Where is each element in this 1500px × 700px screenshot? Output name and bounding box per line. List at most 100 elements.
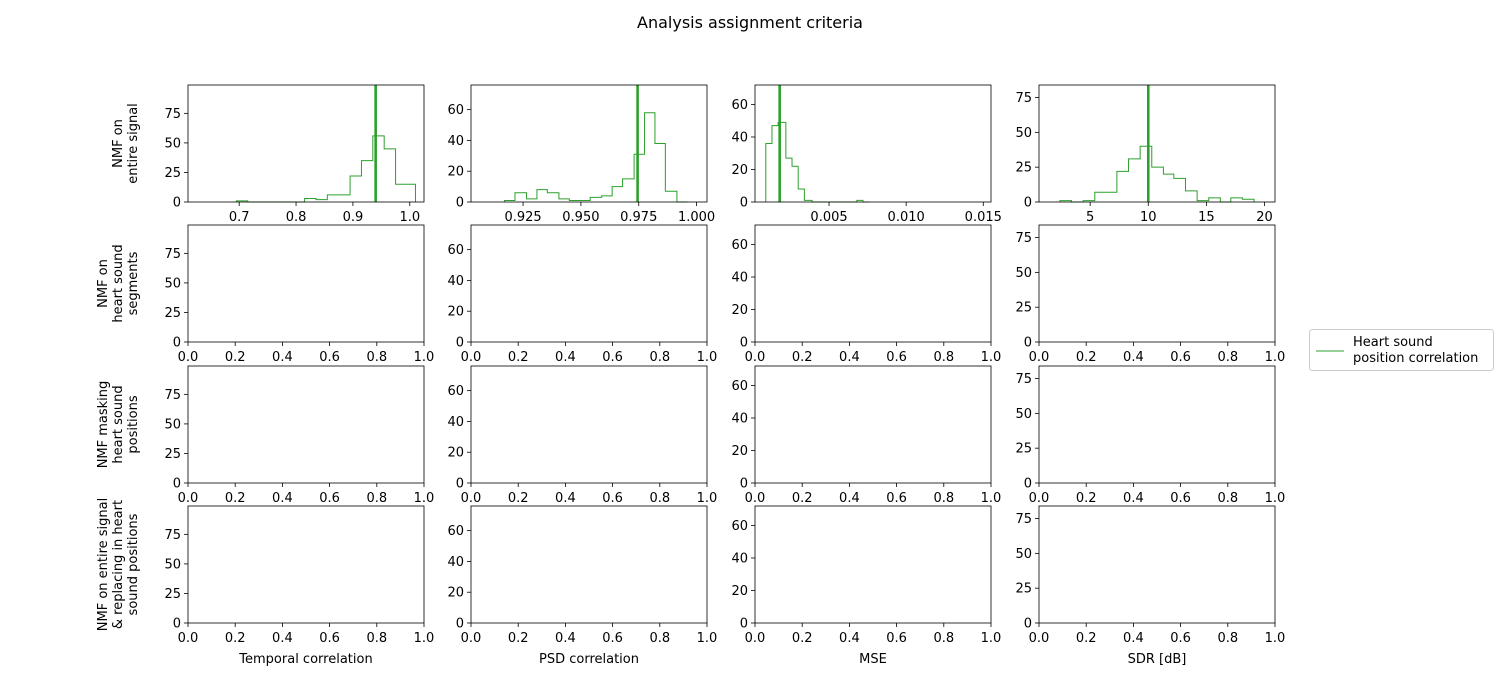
x-tick-label: 0.8 [366,350,387,365]
y-tick-label: 60 [731,379,748,394]
y-tick-label: 0 [740,196,748,211]
y-tick-label: 0 [456,477,464,492]
y-tick-label: 20 [447,446,464,461]
y-tick-label: 25 [164,306,181,321]
axes-frame [187,84,425,203]
y-tick-label: 0 [1024,617,1032,632]
y-tick-label: 0 [456,196,464,211]
y-tick-label: 50 [1015,407,1032,422]
x-tick-label: 0.2 [792,491,813,506]
histogram-series [504,112,688,203]
axes-frame [470,84,708,203]
y-tick-label: 60 [731,238,748,253]
x-tick-label: 0.4 [555,631,576,646]
y-tick-label: 40 [731,271,748,286]
x-tick-label: 0.2 [792,350,813,365]
panel-r2-c0: 0.0 0.2 0.4 0.6 0.8 1.0 0 25 50 75 [164,365,435,506]
x-tick-label: 0.4 [1123,631,1144,646]
x-tick-label: 0.8 [933,631,954,646]
y-tick-label: 50 [1015,266,1032,281]
y-tick-label: 0 [173,477,181,492]
panel-r0-c3: 5 10 15 20 0 25 50 75 [1015,84,1276,225]
x-tick-label: 0.010 [888,210,925,225]
y-tick-label: 60 [731,519,748,534]
x-tick-label: 0.2 [508,350,529,365]
x-tick-label: 1.000 [678,210,715,225]
y-tick-label: 20 [447,305,464,320]
x-tick-label: 1.0 [414,491,435,506]
x-tick-label: 0.4 [272,631,293,646]
panel-r2-c3: 0.0 0.2 0.4 0.6 0.8 1.0 0 25 50 75 [1015,365,1286,506]
y-tick-label: 0 [173,196,181,211]
y-tick-label: 25 [1015,301,1032,316]
panel-r1-c3: 0.0 0.2 0.4 0.6 0.8 1.0 0 25 50 75 [1015,224,1286,365]
y-tick-label: 60 [447,243,464,258]
x-tick-label: 0.8 [366,491,387,506]
y-tick-label: 25 [164,166,181,181]
y-tick-label: 20 [447,586,464,601]
x-axis-label: PSD correlation [539,652,639,667]
y-tick-label: 75 [1015,512,1032,527]
y-tick-label: 0 [456,336,464,351]
x-axis-label: Temporal correlation [238,652,372,667]
axes-frame [470,224,708,343]
y-tick-label: 0 [1024,477,1032,492]
x-tick-label: 0.6 [886,491,907,506]
y-tick-label: 50 [164,136,181,151]
axes-frame [1038,365,1276,484]
x-tick-label: 0.6 [602,491,623,506]
y-tick-label: 50 [1015,126,1032,141]
x-tick-label: 0.8 [1217,350,1238,365]
y-tick-label: 60 [447,524,464,539]
x-tick-label: 0.2 [225,350,246,365]
y-tick-label: 60 [447,384,464,399]
x-tick-label: 5 [1086,210,1094,225]
x-tick-label: 1.0 [1265,491,1286,506]
x-tick-label: 20 [1256,210,1273,225]
x-tick-label: 0.8 [366,631,387,646]
y-tick-label: 75 [1015,91,1032,106]
x-tick-label: 0.0 [1029,631,1050,646]
x-tick-label: 15 [1198,210,1215,225]
x-tick-label: 0.6 [1170,491,1191,506]
axes-frame [470,505,708,624]
y-tick-label: 20 [447,165,464,180]
legend-box [1309,329,1494,371]
axes-frame [754,505,992,624]
x-tick-label: 1.0 [1265,350,1286,365]
y-tick-label: 25 [164,587,181,602]
x-tick-label: 0.2 [225,631,246,646]
panel-r2-c1: 0.0 0.2 0.4 0.6 0.8 1.0 0 20 40 60 [447,365,717,506]
y-tick-label: 0 [1024,336,1032,351]
axes-frame [1038,505,1276,624]
x-tick-label: 0.4 [555,350,576,365]
x-tick-label: 0.6 [602,631,623,646]
y-tick-label: 75 [164,528,181,543]
y-tick-label: 25 [1015,582,1032,597]
y-tick-label: 75 [1015,231,1032,246]
panel-r3-c0: 0.0 0.2 0.4 0.6 0.8 1.0 0 25 50 75 [164,505,434,646]
x-tick-label: 0.0 [745,350,766,365]
x-tick-label: 0.6 [1170,631,1191,646]
axes-frame [754,365,992,484]
x-tick-label: 0.0 [1029,350,1050,365]
x-tick-label: 0.4 [555,491,576,506]
x-tick-label: 0.925 [504,210,541,225]
x-tick-label: 1.0 [697,350,718,365]
panel-r0-c0: 0.7 0.8 0.9 1.0 0 25 50 75 [164,84,425,225]
x-tick-label: 0.0 [461,350,482,365]
x-tick-label: 0.0 [1029,491,1050,506]
x-tick-label: 1.0 [399,210,420,225]
x-tick-label: 0.8 [933,350,954,365]
y-tick-label: 40 [731,552,748,567]
y-tick-label: 75 [1015,372,1032,387]
x-tick-label: 0.8 [649,350,670,365]
x-tick-label: 0.8 [933,491,954,506]
row-label: NMF onheart soundsegments [96,244,141,322]
x-tick-label: 0.8 [286,210,307,225]
y-tick-label: 40 [447,555,464,570]
y-tick-label: 0 [740,336,748,351]
x-tick-label: 0.4 [1123,491,1144,506]
y-tick-label: 75 [164,388,181,403]
